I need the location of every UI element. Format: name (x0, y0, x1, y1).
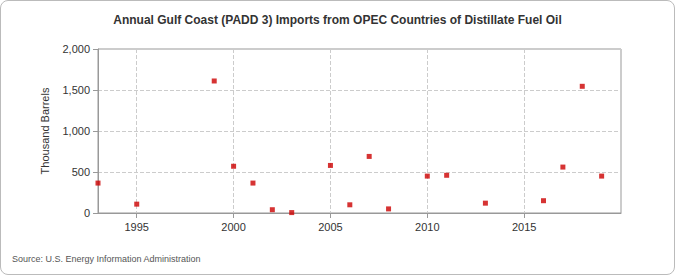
svg-text:2010: 2010 (415, 221, 439, 233)
svg-text:1995: 1995 (124, 221, 148, 233)
svg-text:0: 0 (84, 207, 90, 219)
svg-text:2,000: 2,000 (62, 43, 90, 55)
svg-text:500: 500 (72, 166, 90, 178)
svg-text:1,000: 1,000 (62, 125, 90, 137)
svg-text:2000: 2000 (221, 221, 245, 233)
svg-text:Thousand Barrels: Thousand Barrels (39, 87, 51, 174)
svg-text:Source: U.S. Energy Informatio: Source: U.S. Energy Information Administ… (12, 254, 201, 264)
svg-text:Annual Gulf Coast (PADD 3) Imp: Annual Gulf Coast (PADD 3) Imports from … (113, 13, 561, 27)
svg-text:2015: 2015 (512, 221, 536, 233)
svg-text:1,500: 1,500 (62, 84, 90, 96)
svg-text:2005: 2005 (318, 221, 342, 233)
